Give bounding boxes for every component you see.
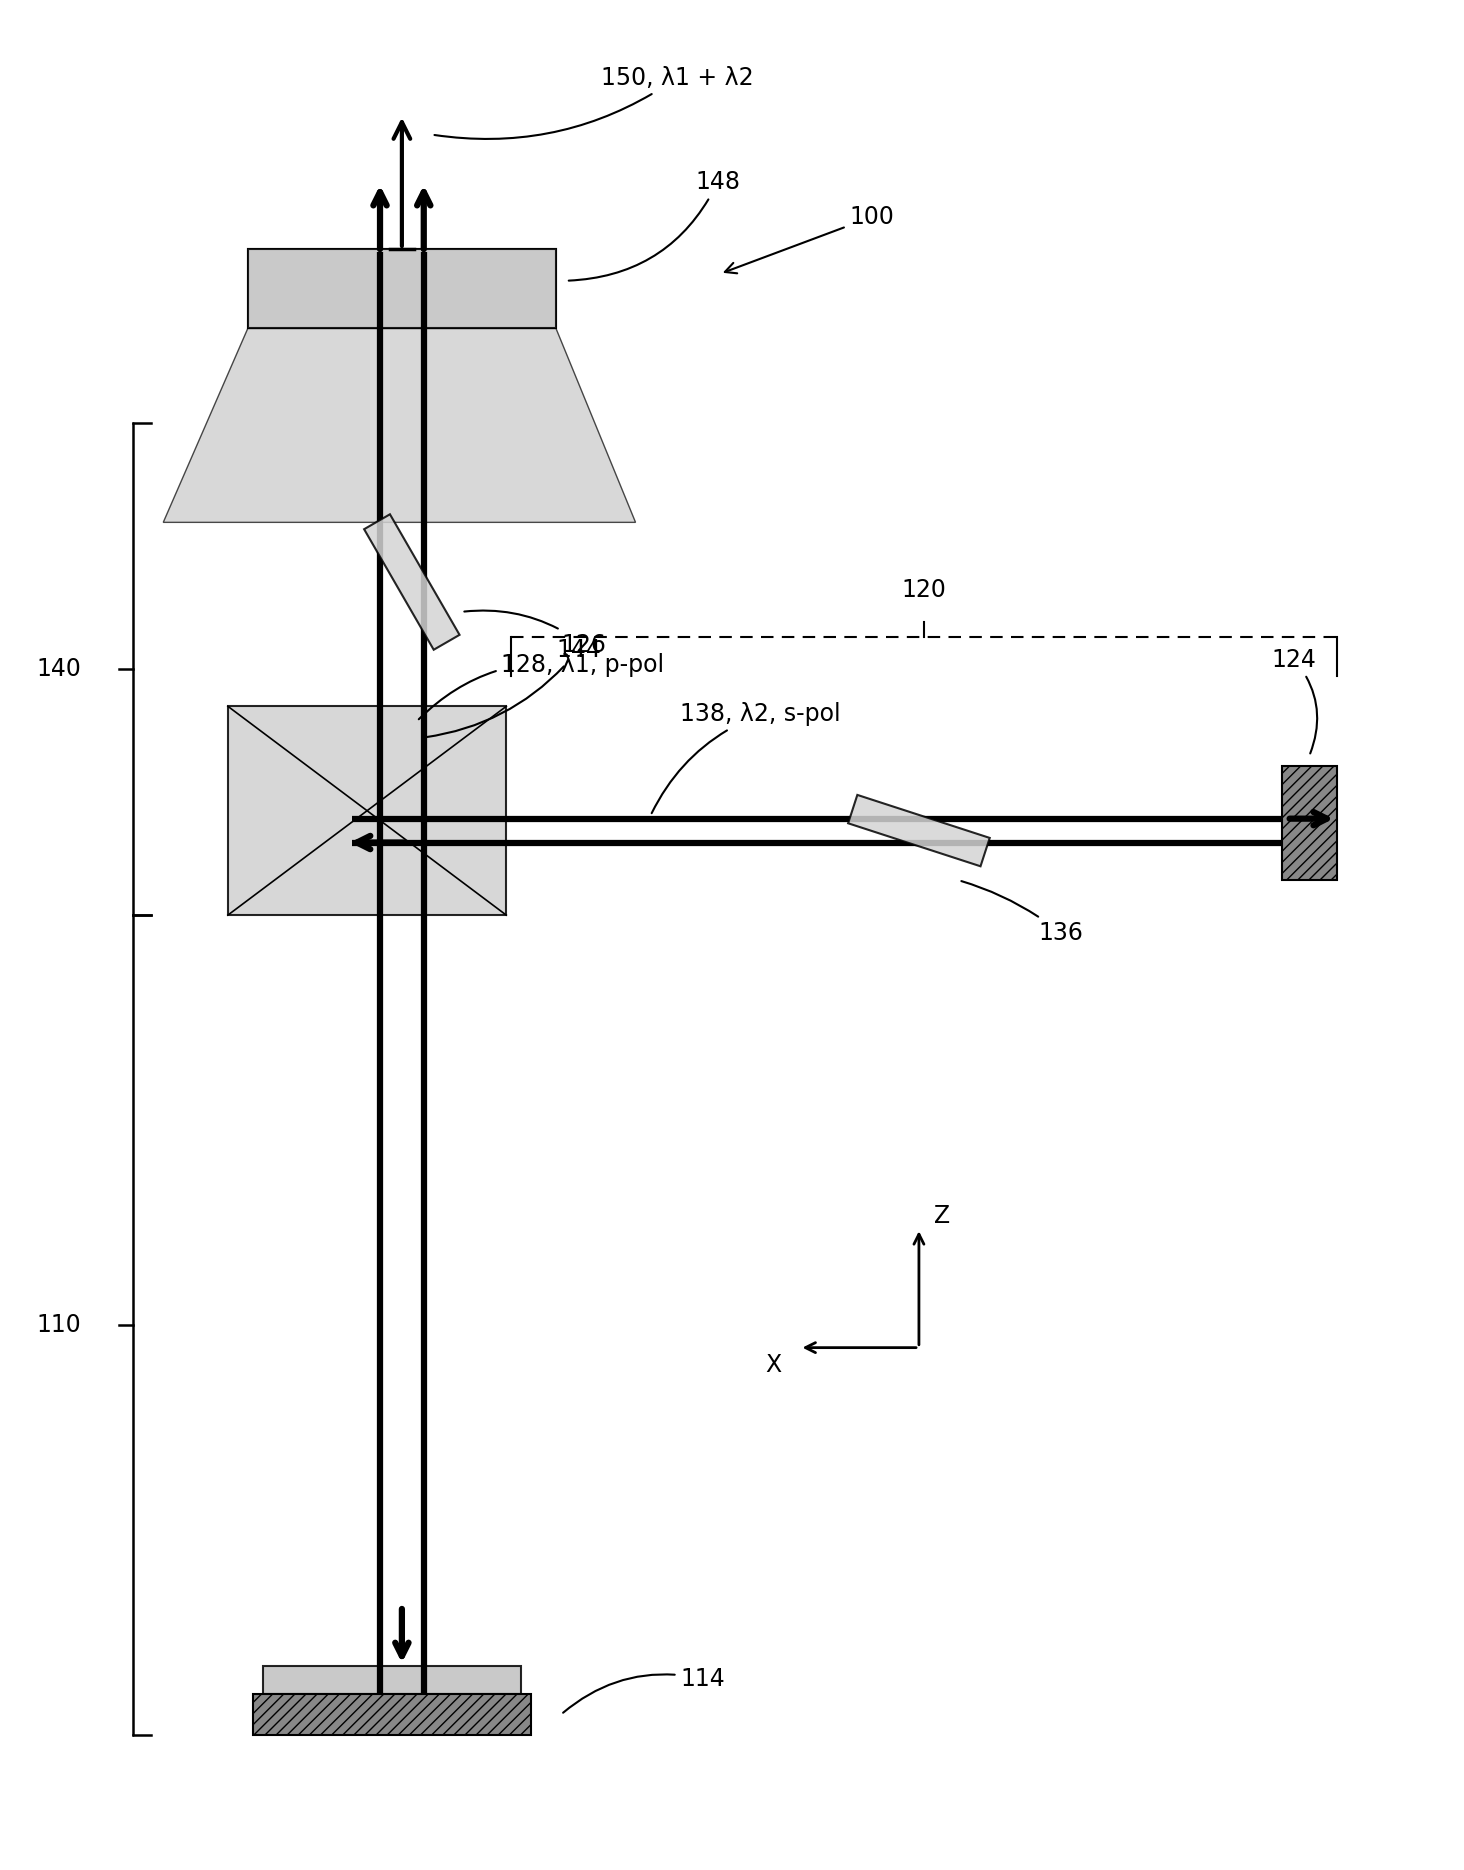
Bar (262, 1666, 521, 1694)
Text: 124: 124 (1272, 647, 1318, 754)
Polygon shape (164, 329, 635, 522)
Bar (228, 707, 507, 914)
Polygon shape (848, 795, 990, 866)
Text: Z: Z (934, 1204, 950, 1229)
Text: 120: 120 (902, 578, 946, 602)
Text: 144: 144 (426, 638, 600, 737)
Text: 110: 110 (37, 1313, 81, 1337)
Bar (253, 1694, 531, 1735)
Text: 128, λ1, p-pol: 128, λ1, p-pol (419, 653, 665, 720)
Text: 148: 148 (568, 170, 741, 280)
Bar (247, 249, 556, 329)
Text: 114: 114 (564, 1666, 725, 1713)
Bar (247, 249, 556, 329)
Bar (1282, 767, 1337, 881)
Text: 136: 136 (962, 881, 1083, 944)
Text: X: X (764, 1354, 780, 1378)
Text: 126: 126 (464, 610, 606, 656)
Text: 140: 140 (37, 656, 82, 681)
Polygon shape (365, 514, 460, 649)
Text: 150, λ1 + λ2: 150, λ1 + λ2 (435, 65, 754, 138)
Text: 138, λ2, s-pol: 138, λ2, s-pol (651, 703, 840, 813)
Text: 100: 100 (725, 206, 895, 273)
